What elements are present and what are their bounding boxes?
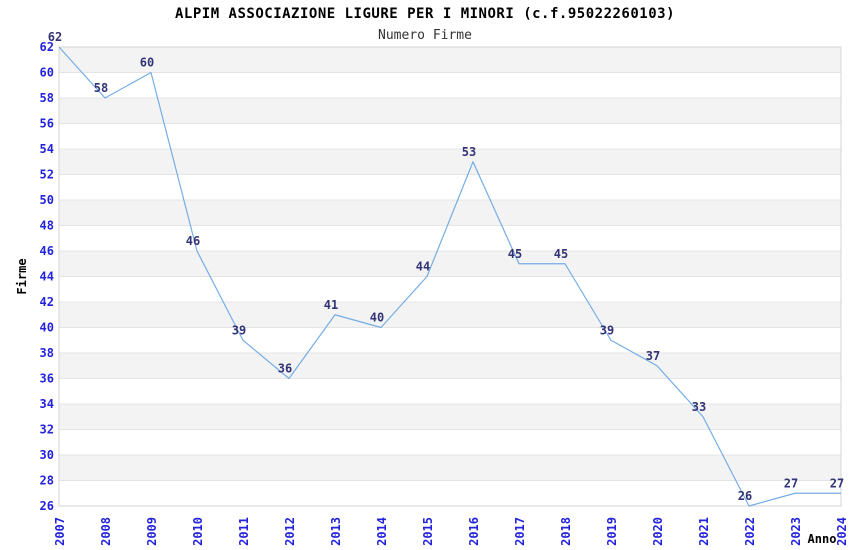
data-point-label: 45 (554, 247, 568, 261)
y-tick-label: 60 (40, 66, 54, 80)
x-tick-label: 2010 (191, 517, 205, 546)
x-tick-label: 2021 (697, 517, 711, 546)
y-tick-label: 46 (40, 244, 54, 258)
background-band (59, 47, 841, 73)
y-tick-label: 50 (40, 193, 54, 207)
x-tick-label: 2009 (145, 517, 159, 546)
data-point-label: 60 (140, 56, 154, 70)
y-tick-label: 52 (40, 168, 54, 182)
data-point-label: 41 (324, 298, 338, 312)
data-point-label: 37 (646, 349, 660, 363)
y-axis-title: Firme (15, 258, 29, 294)
x-axis-title: Anno (808, 532, 837, 546)
y-tick-label: 38 (40, 346, 54, 360)
y-tick-label: 42 (40, 295, 54, 309)
y-tick-label: 56 (40, 117, 54, 131)
y-tick-label: 28 (40, 474, 54, 488)
data-point-label: 40 (370, 311, 384, 325)
y-tick-label: 26 (40, 499, 54, 513)
data-point-label: 26 (738, 489, 752, 503)
background-band (59, 149, 841, 175)
background-band (59, 98, 841, 124)
x-tick-label: 2018 (559, 517, 573, 546)
chart-title: ALPIM ASSOCIAZIONE LIGURE PER I MINORI (… (174, 6, 675, 22)
data-point-label: 39 (600, 323, 614, 337)
y-tick-label: 54 (40, 142, 54, 156)
y-tick-label: 30 (40, 448, 54, 462)
data-point-label: 58 (94, 81, 108, 95)
background-band (59, 404, 841, 430)
x-tick-label: 2020 (651, 517, 665, 546)
data-point-label: 27 (784, 476, 798, 490)
data-point-label: 62 (48, 30, 62, 44)
x-tick-label: 2014 (375, 517, 389, 546)
y-tick-label: 44 (40, 270, 54, 284)
x-tick-label: 2017 (513, 517, 527, 546)
data-point-label: 44 (416, 260, 430, 274)
background-band (59, 353, 841, 379)
y-tick-label: 62 (40, 40, 54, 54)
x-tick-label: 2007 (53, 517, 67, 546)
x-tick-label: 2012 (283, 517, 297, 546)
chart-subtitle: Numero Firme (378, 28, 472, 43)
data-point-label: 39 (232, 323, 246, 337)
data-point-label: 45 (508, 247, 522, 261)
data-point-label: 53 (462, 145, 476, 159)
y-tick-label: 32 (40, 423, 54, 437)
y-tick-label: 58 (40, 91, 54, 105)
y-tick-label: 40 (40, 321, 54, 335)
y-tick-label: 34 (40, 397, 54, 411)
x-tick-label: 2022 (743, 517, 757, 546)
background-band (59, 251, 841, 277)
data-line (58, 46, 841, 507)
data-point-label: 33 (692, 400, 706, 414)
x-tick-label: 2011 (237, 517, 251, 546)
data-point-label: 36 (278, 362, 292, 376)
background-band (59, 302, 841, 328)
x-tick-label: 2013 (329, 517, 343, 546)
x-tick-label: 2024 (835, 517, 849, 546)
data-point-label: 27 (830, 476, 844, 490)
y-tick-label: 48 (40, 219, 54, 233)
background-band (59, 455, 841, 481)
data-point-label: 46 (186, 234, 200, 248)
x-tick-label: 2016 (467, 517, 481, 546)
x-tick-label: 2008 (99, 517, 113, 546)
plot-border (58, 46, 842, 507)
x-tick-label: 2019 (605, 517, 619, 546)
y-tick-label: 36 (40, 372, 54, 386)
x-tick-label: 2023 (789, 517, 803, 546)
background-band (59, 200, 841, 226)
x-tick-label: 2015 (421, 517, 435, 546)
